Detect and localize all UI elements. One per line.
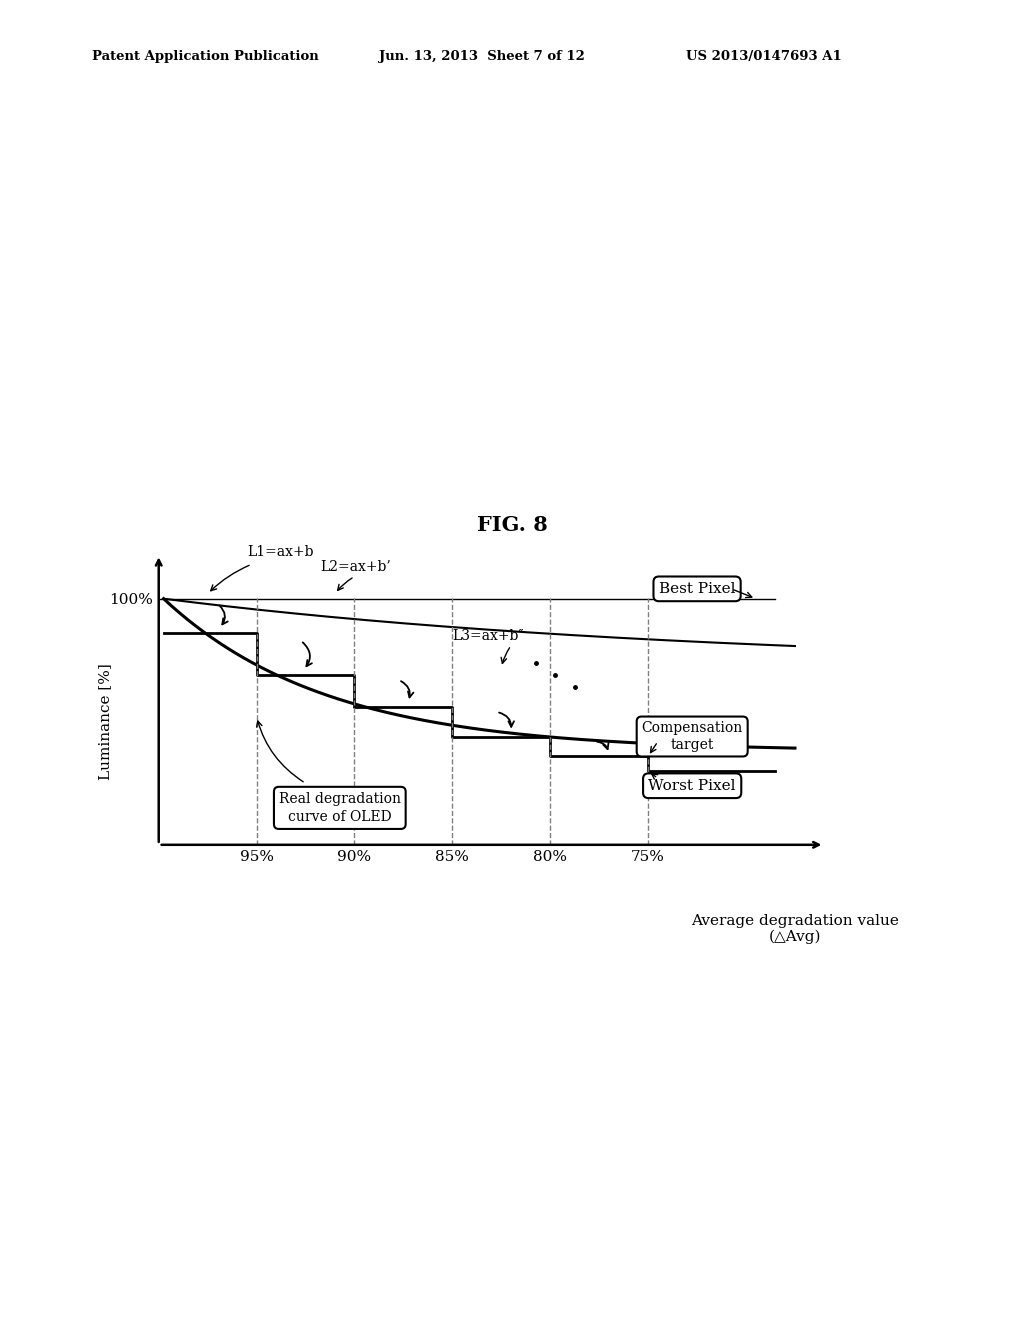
Text: FIG. 8: FIG. 8 [476, 515, 548, 535]
Text: Best Pixel: Best Pixel [658, 582, 735, 595]
Text: Jun. 13, 2013  Sheet 7 of 12: Jun. 13, 2013 Sheet 7 of 12 [379, 50, 585, 63]
Text: Compensation
target: Compensation target [642, 722, 742, 751]
Text: Luminance [%]: Luminance [%] [98, 664, 112, 780]
Text: US 2013/0147693 A1: US 2013/0147693 A1 [686, 50, 842, 63]
Text: Patent Application Publication: Patent Application Publication [92, 50, 318, 63]
Text: Worst Pixel: Worst Pixel [648, 779, 736, 793]
Text: L1=ax+b: L1=ax+b [247, 545, 313, 560]
Text: L2=ax+b’: L2=ax+b’ [321, 560, 391, 574]
Text: Real degradation
curve of OLED: Real degradation curve of OLED [279, 792, 400, 824]
Text: Average degradation value
(△Avg): Average degradation value (△Avg) [691, 913, 899, 944]
Text: L3=ax+b″: L3=ax+b″ [453, 630, 524, 643]
